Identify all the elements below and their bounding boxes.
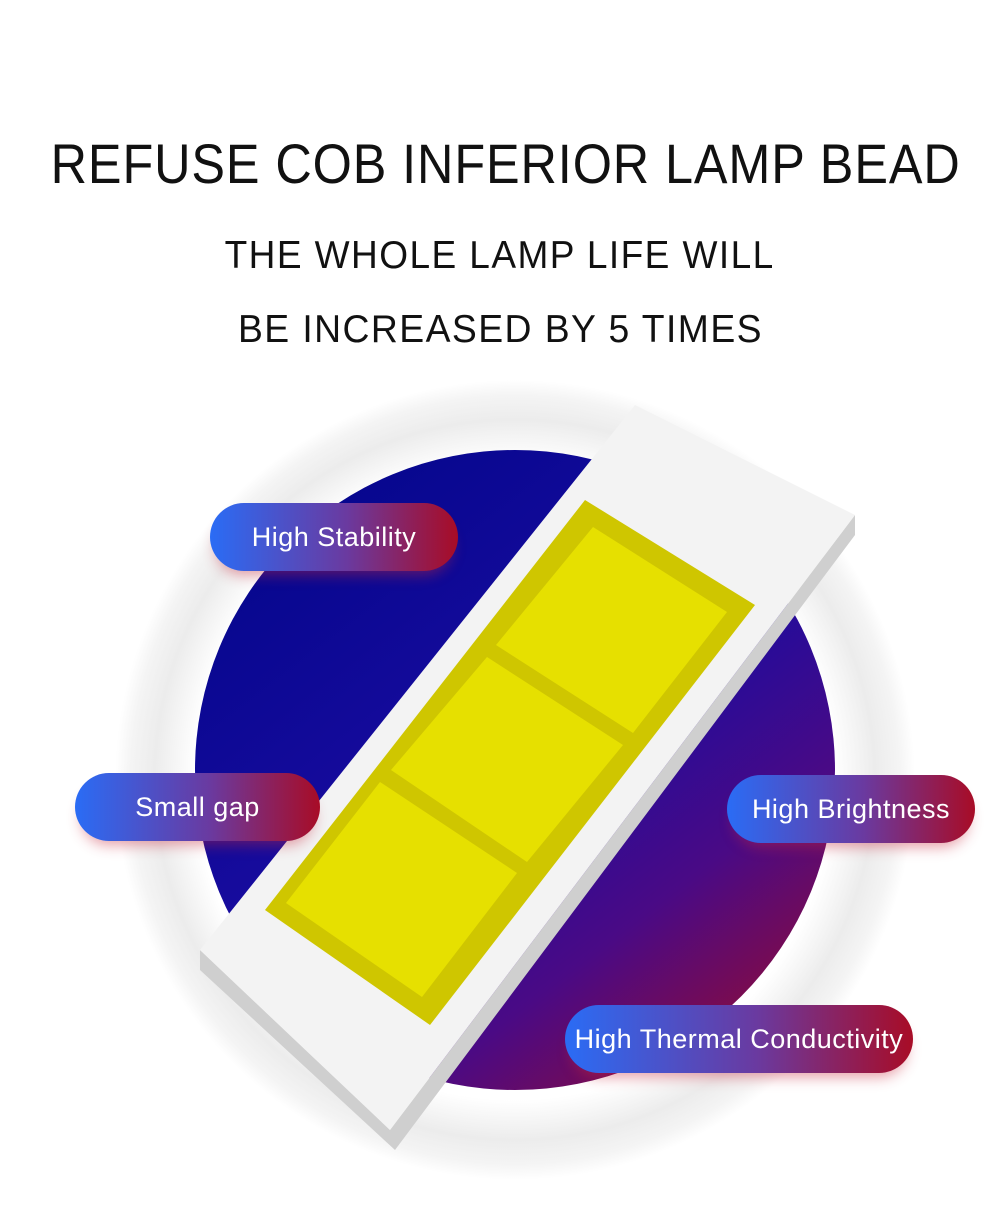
feature-high-thermal-conductivity: High Thermal Conductivity <box>565 1005 913 1073</box>
feature-high-stability: High Stability <box>210 503 458 571</box>
subtitle-row-2: BE INCREASED BY 5 TIMES <box>0 308 1000 353</box>
feature-small-gap: Small gap <box>75 773 320 841</box>
chip-cell-1 <box>496 527 727 733</box>
page-title: REFUSE COB INFERIOR LAMP BEAD <box>50 132 961 195</box>
subtitle-line-2: BE INCREASED BY 5 TIMES <box>237 308 763 351</box>
subtitle-row-1: THE WHOLE LAMP LIFE WILL <box>0 234 1000 279</box>
chip-cell-3 <box>286 782 517 997</box>
page-title-row: REFUSE COB INFERIOR LAMP BEAD <box>0 132 1000 196</box>
subtitle-line-1: THE WHOLE LAMP LIFE WILL <box>225 234 775 277</box>
chip-cell-2 <box>391 657 623 862</box>
feature-high-brightness: High Brightness <box>727 775 975 843</box>
